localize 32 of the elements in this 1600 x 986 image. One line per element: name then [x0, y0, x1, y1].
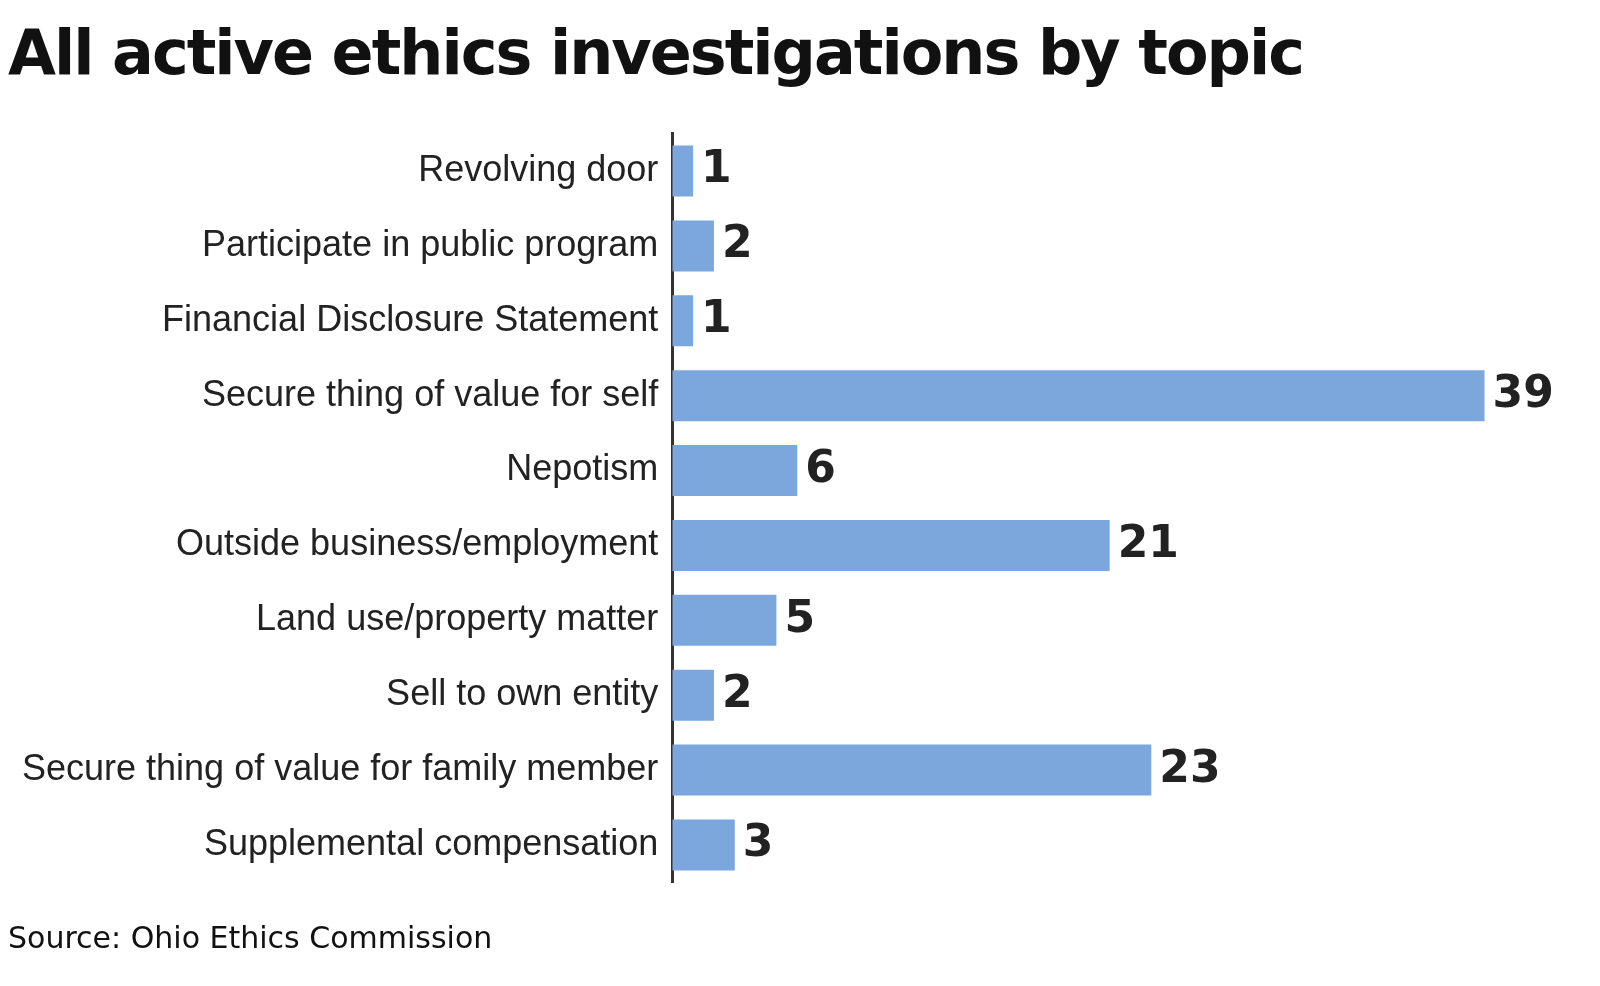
y-tick-label: Land use/property matter: [256, 597, 659, 639]
chart-title: All active ethics investigations by topic: [8, 15, 1304, 91]
y-tick-label: Secure thing of value for family member: [21, 747, 659, 788]
data-label: 23: [1159, 740, 1221, 792]
bar: [672, 295, 694, 347]
data-label: 1: [701, 291, 732, 343]
data-label: 2: [721, 216, 753, 268]
y-tick-label: Financial Disclosure Statement: [162, 297, 659, 339]
bar: [672, 819, 735, 871]
y-tick-label: Secure thing of value for self: [202, 372, 660, 414]
data-label: 5: [784, 590, 816, 642]
y-tick-label: Participate in public program: [202, 222, 659, 264]
y-tick-label: Nepotism: [506, 447, 659, 489]
bar: [672, 594, 777, 646]
bar: [672, 370, 1485, 422]
y-tick-label: Supplemental compensation: [203, 821, 659, 863]
data-label: 3: [742, 815, 774, 867]
bar: [672, 145, 694, 197]
data-label: 1: [701, 141, 732, 193]
data-label: 39: [1492, 366, 1554, 418]
y-tick-label: Sell to own entity: [386, 672, 659, 714]
y-tick-label: Outside business/employment: [176, 522, 659, 564]
data-label: 6: [805, 441, 836, 492]
y-tick-label: Revolving door: [418, 147, 659, 189]
bar: [672, 220, 714, 272]
data-label: 21: [1117, 515, 1179, 567]
bar: [672, 669, 714, 721]
bar: [672, 744, 1152, 796]
bar: [672, 445, 798, 497]
source-note: Source: Ohio Ethics Commission: [8, 919, 494, 957]
bar: [672, 519, 1110, 571]
data-label: 2: [721, 665, 753, 717]
